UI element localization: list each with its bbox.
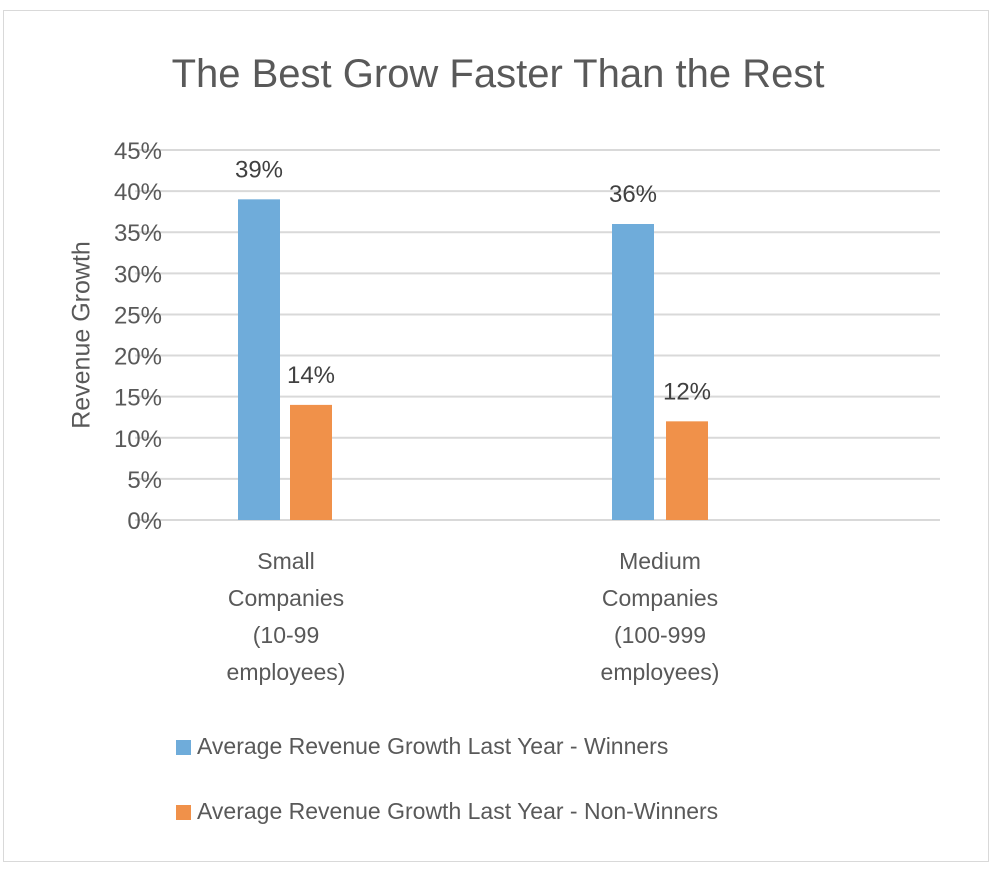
y-tick-label: 0% <box>127 508 162 535</box>
data-label: 39% <box>235 156 283 183</box>
y-tick-label: 35% <box>114 220 162 247</box>
category-label-line: Companies <box>601 585 719 611</box>
y-tick-label: 45% <box>114 138 162 165</box>
category-label-line: Companies <box>227 585 345 611</box>
data-label: 12% <box>663 378 711 405</box>
legend-item-winners: Average Revenue Growth Last Year - Winne… <box>176 733 668 760</box>
bar-winners <box>612 224 654 520</box>
category-label-line: employees) <box>600 659 720 685</box>
y-tick-label: 15% <box>114 385 162 412</box>
category-label-medium: Medium Companies (100-999 employees) <box>550 543 770 691</box>
data-label: 14% <box>287 362 335 389</box>
category-label-line: Medium <box>619 548 701 574</box>
legend-label-winners: Average Revenue Growth Last Year - Winne… <box>197 733 669 759</box>
category-label-line: (100-999 <box>613 622 707 648</box>
bar-winners <box>238 199 280 521</box>
chart-title: The Best Grow Faster Than the Rest <box>171 52 825 96</box>
category-label-line: (10-99 <box>252 622 320 648</box>
y-tick-label: 25% <box>114 302 162 329</box>
legend-label-non-winners: Average Revenue Growth Last Year - Non-W… <box>197 798 719 824</box>
category-label-line: employees) <box>226 659 346 685</box>
bar-non-winners <box>290 404 332 520</box>
y-tick-label: 40% <box>114 179 162 206</box>
chart-frame <box>3 10 989 862</box>
legend-swatch-winners <box>176 740 191 755</box>
data-label: 36% <box>609 181 657 208</box>
y-tick-label: 20% <box>114 344 162 371</box>
bar-non-winners <box>666 421 708 520</box>
y-tick-label: 30% <box>114 261 162 288</box>
y-tick-label: 5% <box>127 467 162 494</box>
y-tick-label: 10% <box>114 426 162 453</box>
category-label-line: Small <box>257 548 315 574</box>
legend-item-non-winners: Average Revenue Growth Last Year - Non-W… <box>176 798 718 825</box>
category-label-small: Small Companies (10-99 employees) <box>176 543 396 691</box>
legend-swatch-non-winners <box>176 805 191 820</box>
